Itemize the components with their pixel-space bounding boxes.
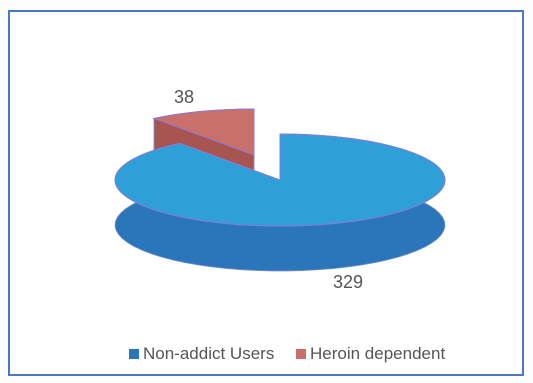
legend-swatch-non-addict — [129, 349, 139, 359]
label-layer: 329 38 — [174, 87, 363, 292]
legend-label-heroin: Heroin dependent — [310, 344, 445, 363]
slice-non-addict — [114, 133, 446, 272]
legend-swatch-heroin — [296, 349, 306, 359]
legend: Non-addict Users Heroin dependent — [129, 344, 445, 363]
slice-top — [114, 133, 446, 227]
slice-label-non-addict: 329 — [333, 272, 363, 292]
pie-layer — [114, 108, 446, 272]
slice-top — [152, 108, 255, 156]
slice-label-heroin: 38 — [174, 87, 194, 107]
legend-label-non-addict: Non-addict Users — [143, 344, 274, 363]
